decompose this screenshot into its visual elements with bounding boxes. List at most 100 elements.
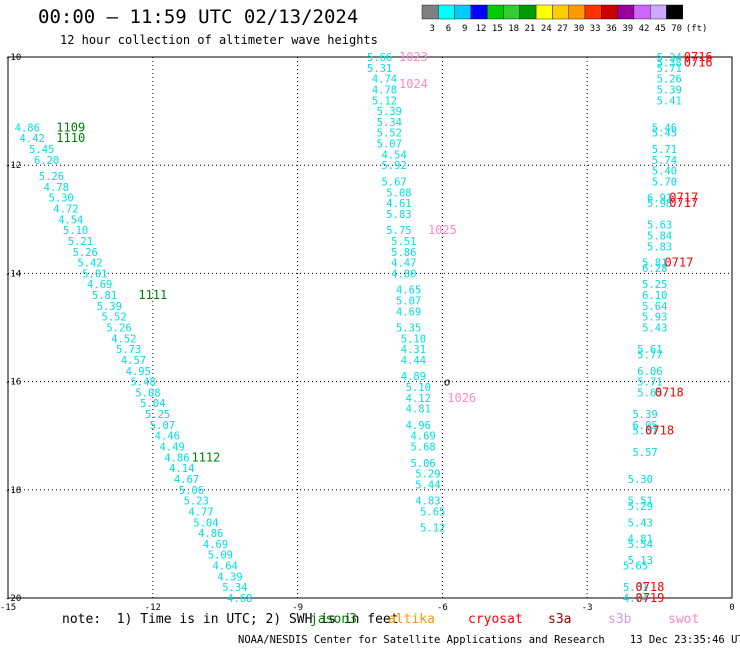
wave-height-value: 5.73 xyxy=(116,344,141,356)
wave-height-value: 5.48 xyxy=(130,377,155,389)
satellite-altika: altika xyxy=(388,612,435,627)
wave-height-value: 5.83 xyxy=(647,241,672,253)
chart-title: 00:00 – 11:59 UTC 02/13/2024 xyxy=(38,6,359,28)
pass-time-label: 1111 xyxy=(138,288,167,302)
wave-height-value: 5.77 xyxy=(637,350,662,362)
wave-height-value: 5.34 xyxy=(222,582,247,594)
colorbar-tick-label: 15 xyxy=(492,24,503,34)
wave-height-value: 5.68 xyxy=(410,442,435,454)
x-tick-label: -9 xyxy=(292,603,303,613)
wave-height-value: 4.83 xyxy=(415,496,440,508)
wave-height-value: 4.86 xyxy=(15,122,40,134)
wave-height-value: 5.07 xyxy=(396,295,421,307)
pass-time-label: 0716 xyxy=(684,50,713,64)
wave-height-value: 5.75 xyxy=(386,225,411,237)
wave-height-value: 5.06 xyxy=(410,458,435,470)
pass-time-label: 1026 xyxy=(447,391,476,405)
pass-time-label: 0717 xyxy=(669,196,698,210)
wave-height-value: 5.29 xyxy=(628,501,653,513)
colorbar-tick-label: 33 xyxy=(590,24,601,34)
wave-height-value: 4.46 xyxy=(155,431,180,443)
wave-height-value: 5.07 xyxy=(150,420,175,432)
colorbar-tick-label: 21 xyxy=(525,24,536,34)
wave-height-value: 5.98 xyxy=(647,198,672,210)
wave-height-value: 5.64 xyxy=(642,301,667,313)
wave-height-value: 5.81 xyxy=(92,290,117,302)
x-tick-label: -6 xyxy=(437,603,448,613)
wave-height-value: 5.31 xyxy=(367,63,392,75)
x-tick-label: -12 xyxy=(145,603,161,613)
wave-height-value: 4.69 xyxy=(396,306,421,318)
colorbar-tick-label: 70 xyxy=(671,24,682,34)
wave-height-value: 5.34 xyxy=(657,52,682,64)
wave-height-value: 4.49 xyxy=(159,442,184,454)
wave-height-value: 5.45 xyxy=(29,144,54,156)
x-tick-label: 0 xyxy=(729,603,734,613)
colorbar-tick-label: 9 xyxy=(462,24,467,34)
y-tick-label: -10 xyxy=(5,53,21,63)
wave-height-value: 4.39 xyxy=(217,571,242,583)
colorbar-tick-label: 3 xyxy=(429,24,434,34)
wave-height-value: 4.68 xyxy=(227,593,252,605)
wave-height-value: 4.52 xyxy=(111,333,136,345)
colorbar-tick-label: 24 xyxy=(541,24,552,34)
wave-height-value: 5.25 xyxy=(145,409,170,421)
pass-time-label: 0718 xyxy=(645,423,674,437)
colorbar-tick-label: 6 xyxy=(446,24,451,34)
wave-height-value: 4.14 xyxy=(169,463,194,475)
track-3: 5.345.385.715.265.395.415.465.455.715.74… xyxy=(623,52,682,605)
track-2: 5.665.314.744.785.125.395.345.525.074.54… xyxy=(367,52,445,535)
colorbar-tick-label: 18 xyxy=(508,24,519,34)
wave-height-value: 5.74 xyxy=(652,155,677,167)
wave-height-value: 5.34 xyxy=(377,117,402,129)
wave-height-value: 5.61 xyxy=(637,344,662,356)
pass-time-label: 0718 xyxy=(655,385,684,399)
wave-height-value: 5.26 xyxy=(657,74,682,86)
wave-height-value: 5.06 xyxy=(179,485,204,497)
wave-height-value: 5.52 xyxy=(102,312,127,324)
wave-height-value: 4.31 xyxy=(401,344,426,356)
footnote: note: 1) Time is in UTC; 2) SWH is in fe… xyxy=(62,612,399,627)
wave-height-value: 5.51 xyxy=(628,496,653,508)
wave-height-value: 5.39 xyxy=(657,84,682,96)
wave-height-value: 4.89 xyxy=(401,371,426,383)
wave-height-value: 5.12 xyxy=(420,523,445,535)
colorbar-unit: (ft) xyxy=(686,24,708,34)
wave-height-value: 5.65 xyxy=(637,387,662,399)
wave-height-value: 6.06 xyxy=(637,366,662,378)
wave-height-value: 5.70 xyxy=(652,176,677,188)
wave-height-value: 4.54 xyxy=(58,214,83,226)
wave-height-value: 5.54 xyxy=(628,539,653,551)
wave-height-value: 5.52 xyxy=(377,128,402,140)
wave-height-value: 5.26 xyxy=(106,323,131,335)
wave-height-value: 5.51 xyxy=(391,236,416,248)
wave-height-value: 5.30 xyxy=(628,474,653,486)
wave-height-value: 4.54 xyxy=(381,149,406,161)
wave-height-value: 5.65 xyxy=(623,561,648,573)
wave-height-value: 4.96 xyxy=(406,420,431,432)
wave-height-value: 4.78 xyxy=(372,84,397,96)
pass-time-label: 1112 xyxy=(191,450,220,464)
colorbar-legend: 3 6 9 12 15 18 21 24 27 30 33 36 39 42 45 70 (ft) xyxy=(421,4,708,34)
wave-height-value: 5.42 xyxy=(77,258,102,270)
wave-height-value: 5.92 xyxy=(381,160,406,172)
wave-height-value: 5.12 xyxy=(372,95,397,107)
wave-height-value: 5.39 xyxy=(632,409,657,421)
wave-height-value: 5.38 xyxy=(657,57,682,69)
y-tick-label: -16 xyxy=(5,378,21,388)
colorbar-tick-label: 12 xyxy=(476,24,487,34)
colorbar-swatch xyxy=(666,4,683,20)
wave-height-value: 5.07 xyxy=(377,139,402,151)
wave-height-value: 4.74 xyxy=(372,74,397,86)
wave-height-value: 5.57 xyxy=(632,447,657,459)
wave-height-value: 5.71 xyxy=(637,377,662,389)
y-tick-label: -20 xyxy=(5,594,21,604)
wave-height-value: 5.41 xyxy=(657,95,682,107)
wave-height-value: 5.66 xyxy=(367,52,392,64)
satellite-s3a: s3a xyxy=(548,612,572,627)
wave-height-value: 6.91 xyxy=(647,193,672,205)
wave-height-value: 5.71 xyxy=(652,144,677,156)
wave-height-value: 4.47 xyxy=(391,258,416,270)
track-1: 4.864.425.456.205.264.785.304.724.545.10… xyxy=(15,122,253,605)
